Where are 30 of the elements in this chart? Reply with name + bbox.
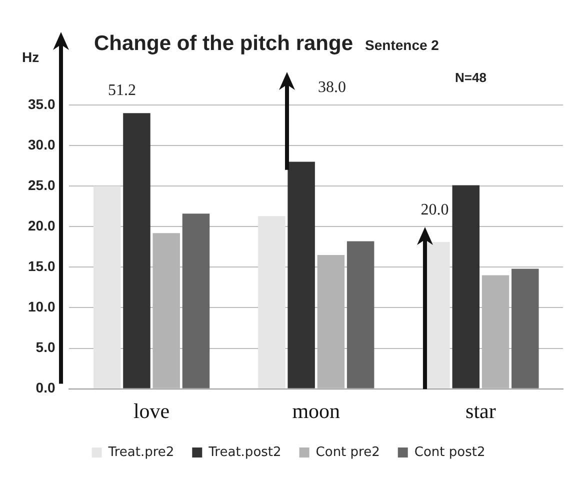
legend-label: Treat.pre2	[107, 444, 174, 460]
bar	[452, 185, 480, 388]
bar	[258, 216, 286, 388]
annotation: 20.0	[420, 202, 449, 219]
y-tick-label: 5.0	[36, 339, 56, 356]
legend-label: Treat.post2	[208, 444, 282, 460]
legend-label: Cont post2	[414, 444, 486, 460]
y-tick-label: 0.0	[36, 380, 56, 396]
bar	[182, 214, 210, 388]
bar	[123, 113, 150, 388]
chart-title: Change of the pitch range	[94, 32, 354, 55]
y-tick-label: 25.0	[28, 176, 56, 193]
text: 38.0	[318, 79, 346, 96]
bar	[512, 268, 539, 388]
y-tick-label: 15.0	[28, 258, 56, 274]
y-tick-label: 30.0	[28, 136, 56, 152]
legend-label: Cont pre2	[316, 444, 380, 460]
x-tick-label: moon	[292, 398, 341, 423]
y-tick-label: 35.0	[28, 96, 56, 112]
text: 51.2	[108, 82, 136, 99]
text: N=48	[455, 70, 486, 85]
bar	[93, 186, 121, 388]
chart-subtitle: Sentence 2	[365, 37, 440, 53]
y-axis-title: Hz	[22, 49, 40, 65]
x-tick-label: love	[133, 398, 170, 423]
bar	[288, 162, 315, 388]
y-tick-label: 20.0	[28, 217, 56, 234]
y-tick-label: 10.0	[28, 298, 56, 315]
x-tick-label: star	[466, 398, 496, 423]
bar	[346, 241, 374, 388]
